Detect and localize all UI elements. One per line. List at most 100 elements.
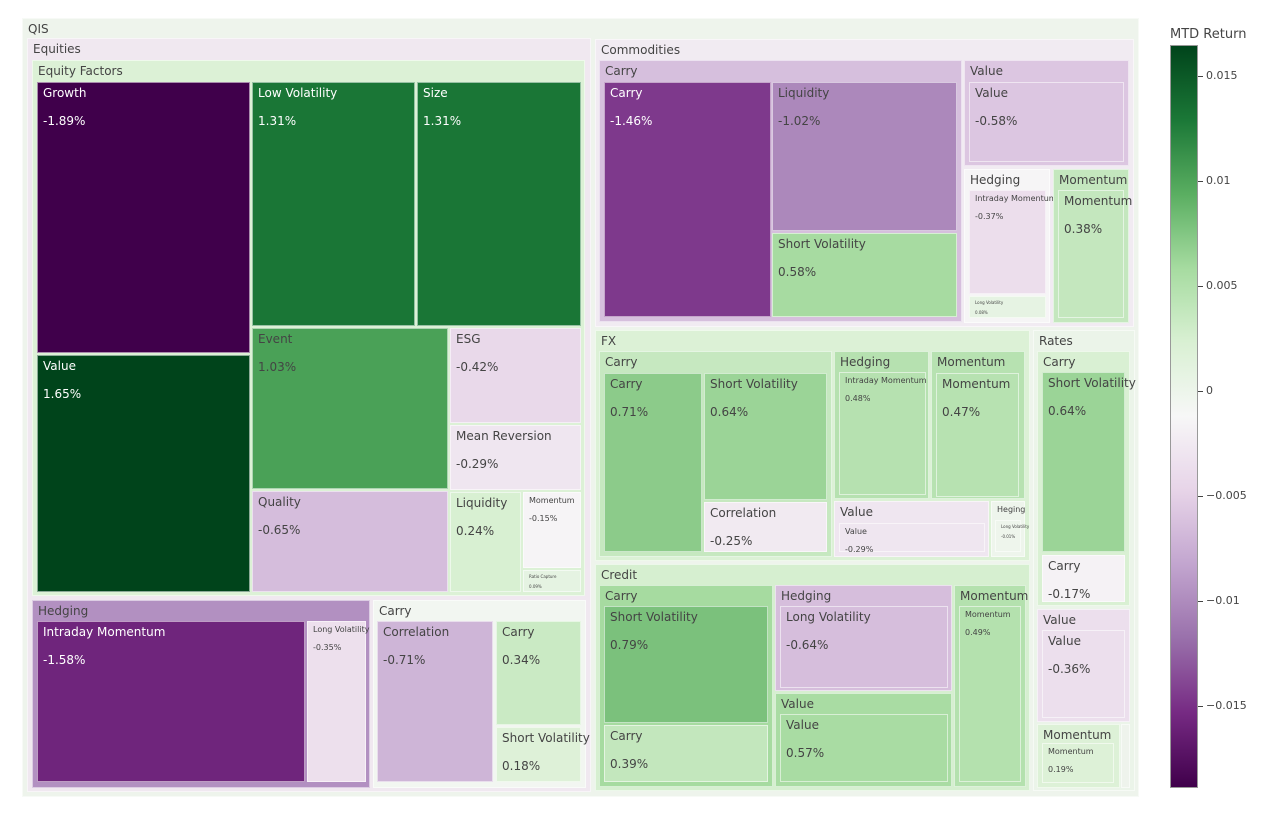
tile-value: -0.64%: [786, 638, 829, 652]
tile-correlation[interactable]: Correlation -0.71%: [377, 621, 493, 782]
tile-value: 0.18%: [502, 759, 541, 773]
tile-label: Carry: [610, 86, 643, 100]
tile-short-volatility[interactable]: Short Volatility 0.64%: [1042, 372, 1136, 552]
tile-esg[interactable]: ESG -0.42%: [450, 328, 581, 423]
tile-label: Intraday Momentum: [975, 194, 1057, 203]
tile-value[interactable]: Value -0.29%: [839, 523, 985, 554]
tile-value: -0.29%: [845, 545, 874, 554]
tile-quality[interactable]: Quality -0.65%: [252, 491, 448, 592]
colorbar-tick-label: 0.01: [1206, 174, 1231, 188]
tile-long-volatility[interactable]: Long Volatility -0.35%: [307, 621, 370, 782]
tile-value: -0.35%: [313, 643, 342, 652]
tile-label: Commodities: [601, 43, 681, 57]
tile-liquidity[interactable]: Liquidity 0.24%: [450, 492, 521, 592]
tile-value: -0.71%: [383, 653, 426, 667]
tile-label: Rates: [1039, 334, 1073, 348]
tile-label: Momentum: [1048, 747, 1094, 756]
tile-label: Carry: [605, 355, 638, 369]
colorbar-tick: [1198, 391, 1203, 393]
tile-value: 1.31%: [423, 114, 462, 128]
tile-value: -0.65%: [258, 523, 301, 537]
tile-long-volatility[interactable]: Long Volatility 0.08%: [969, 296, 1046, 318]
tile-intraday-momentum[interactable]: Intraday Momentum 0.48%: [839, 372, 927, 495]
tile-label: Momentum: [942, 377, 1011, 391]
tile-low-volatility[interactable]: Low Volatility 1.31%: [252, 82, 415, 326]
tile-momentum[interactable]: Momentum 0.19%: [1042, 743, 1114, 783]
tile-value: 1.03%: [258, 360, 297, 374]
tile-value[interactable]: Value 1.65%: [37, 355, 250, 592]
colorbar-title: MTD Return: [1170, 27, 1247, 42]
tile-short-volatility[interactable]: Short Volatility 0.79%: [604, 606, 768, 723]
tile-growth[interactable]: Growth -1.89%: [37, 82, 250, 353]
tile-label: Carry: [1048, 559, 1081, 573]
tile-label: Liquidity: [778, 86, 830, 100]
tile-label: Credit: [601, 568, 638, 582]
tile-label: Short Volatility: [610, 610, 698, 624]
tile-label: Short Volatility: [502, 731, 590, 745]
tile-label: Ratio Capture: [529, 574, 557, 579]
tile-size[interactable]: Size 1.31%: [417, 82, 581, 326]
tile-momentum[interactable]: Momentum -0.15%: [523, 492, 581, 568]
tile-carry[interactable]: Carry 0.34%: [496, 621, 581, 725]
tile-liquidity[interactable]: Liquidity -1.02%: [772, 82, 957, 231]
tile-label: Value: [1043, 613, 1076, 627]
tile-value[interactable]: Value -0.58%: [969, 82, 1124, 162]
tile-intraday-momentum[interactable]: Intraday Momentum -1.58%: [37, 621, 305, 782]
tile-carry[interactable]: Carry -0.17%: [1042, 555, 1125, 602]
tile-label: Short Volatility: [778, 237, 866, 251]
tile-label: Value: [845, 527, 867, 536]
tile-momentum[interactable]: Momentum 0.38%: [1058, 190, 1132, 318]
tile-label: Heging: [997, 505, 1026, 514]
tile-short-volatility[interactable]: Short Volatility 0.64%: [704, 373, 827, 500]
tile-label: Momentum: [937, 355, 1006, 369]
tile-value: -0.58%: [975, 114, 1018, 128]
tile-label: Carry: [610, 729, 643, 743]
tile-value[interactable]: Value -0.36%: [1042, 630, 1125, 718]
colorbar-tick-label: 0.015: [1206, 69, 1238, 83]
colorbar-tick-label: 0: [1206, 384, 1213, 398]
tile-label: Event: [258, 332, 293, 346]
tile-label: Value: [975, 86, 1008, 100]
tile-value: 0.24%: [456, 524, 495, 538]
tile-intraday-momentum[interactable]: Intraday Momentum -0.37%: [969, 190, 1057, 294]
tile-value: -1.89%: [43, 114, 86, 128]
tile-value[interactable]: Value 0.57%: [780, 714, 948, 782]
tile-short-volatility[interactable]: Short Volatility 0.58%: [772, 233, 957, 317]
tile-label: Size: [423, 86, 448, 100]
tile-label: Hedging: [781, 589, 832, 603]
tile-short-volatility[interactable]: Short Volatility 0.18%: [496, 727, 590, 782]
tile-momentum[interactable]: Momentum 0.47%: [936, 373, 1019, 497]
tile-label: Momentum: [529, 496, 575, 505]
tile-value: -0.36%: [1048, 662, 1091, 676]
tile-value: 0.34%: [502, 653, 541, 667]
tile-mean-reversion[interactable]: Mean Reversion -0.29%: [450, 425, 581, 490]
tile-label: Value: [1048, 634, 1081, 648]
tile-label: Short Volatility: [1048, 376, 1136, 390]
tile-label: Correlation: [710, 506, 777, 520]
tile-value: 0.49%: [965, 628, 991, 637]
colorbar-tick: [1198, 181, 1203, 183]
tile-value: -0.37%: [975, 212, 1004, 221]
tile-value: -0.42%: [456, 360, 499, 374]
tile-label: Correlation: [383, 625, 450, 639]
tile-ratio-capture[interactable]: Ratio Capture 0.09%: [523, 570, 581, 592]
tile-carry[interactable]: Carry -1.46%: [604, 82, 771, 317]
tile-filler: [1121, 724, 1130, 788]
tile-label: Value: [43, 359, 76, 373]
tile-label: Intraday Momentum: [43, 625, 166, 639]
tile-label: Long Volatility: [786, 610, 871, 624]
tile-momentum[interactable]: Momentum 0.49%: [959, 606, 1021, 782]
tile-label: Long Volatility: [313, 625, 370, 634]
tile-label: Value: [840, 505, 873, 519]
tile-long-volatility[interactable]: Long Volatility -0.64%: [780, 606, 948, 688]
tile-value: -0.17%: [1048, 587, 1091, 601]
tile-label: Momentum: [960, 589, 1029, 603]
tile-carry[interactable]: Carry 0.39%: [604, 725, 768, 782]
tile-event[interactable]: Event 1.03%: [252, 328, 448, 489]
tile-carry[interactable]: Carry 0.71%: [604, 373, 702, 552]
tile-label: Long Volatility: [975, 300, 1004, 305]
tile-long-volatility[interactable]: Long Volatility -0.01%: [995, 520, 1029, 552]
tile-label: Growth: [43, 86, 87, 100]
tile-label: Liquidity: [456, 496, 508, 510]
tile-correlation[interactable]: Correlation -0.25%: [704, 502, 827, 552]
